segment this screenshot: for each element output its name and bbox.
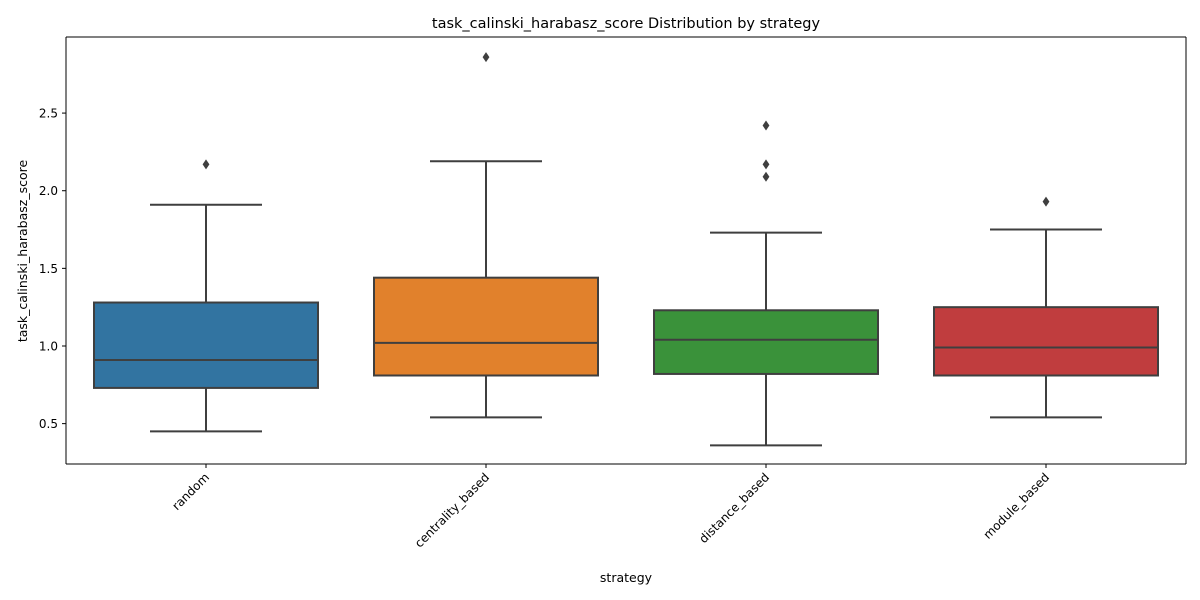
x-axis-label: strategy (600, 570, 653, 585)
y-tick-label: 2.5 (39, 107, 58, 121)
x-tick-label: distance_based (696, 470, 772, 546)
y-tick-label: 1.0 (39, 339, 58, 353)
outlier-point (202, 159, 210, 170)
outlier-point (762, 171, 770, 182)
y-tick-label: 2.0 (39, 184, 58, 198)
box-random (93, 159, 319, 433)
y-axis: 0.5 1.0 1.5 2.0 2.5 (39, 37, 1187, 464)
iqr-box (93, 301, 319, 389)
x-tick-label: random (169, 470, 212, 513)
outlier-point (762, 159, 770, 170)
x-tick-label: module_based (981, 470, 1053, 542)
box-centrality_based (373, 52, 599, 419)
chart-title: task_calinski_harabasz_score Distributio… (432, 16, 821, 32)
outlier-point (1042, 196, 1050, 207)
box-module_based (933, 196, 1159, 419)
plot-area (93, 52, 1159, 447)
iqr-box (933, 306, 1159, 377)
iqr-box (373, 276, 599, 377)
x-axis: random centrality_based distance_based modu… (66, 36, 1186, 550)
y-tick-label: 0.5 (39, 417, 58, 431)
outlier-point (762, 120, 770, 131)
outlier-point (482, 52, 490, 63)
box-distance_based (653, 120, 879, 447)
iqr-box (653, 309, 879, 375)
x-tick-label: centrality_based (412, 470, 492, 550)
y-tick-label: 1.5 (39, 262, 58, 276)
y-axis-label: task_calinski_harabasz_score (15, 160, 30, 343)
